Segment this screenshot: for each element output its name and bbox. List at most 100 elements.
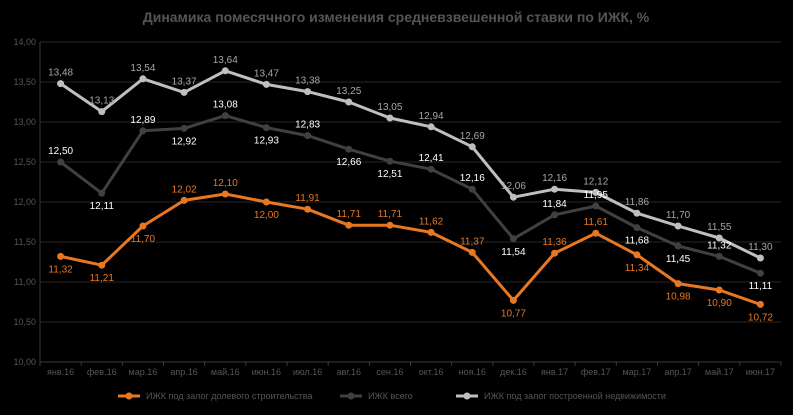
y-tick-label: 14,00	[13, 37, 36, 47]
data-point	[262, 124, 270, 132]
data-label: 13,38	[295, 76, 320, 87]
x-tick-label: мар.17	[623, 367, 652, 377]
data-label: 11,37	[460, 236, 485, 247]
data-label: 12,89	[130, 115, 155, 126]
x-axis: янв.16 фев.16 мар.16 апр.16 май.16 июн.16 июл.…	[39, 361, 782, 377]
data-label: 12,41	[419, 153, 444, 164]
data-label: 12,94	[419, 111, 444, 122]
data-label: 13,47	[254, 68, 279, 79]
series-line	[60, 192, 761, 306]
data-label: 11,54	[501, 247, 526, 258]
legend-label: ИЖК всего	[368, 391, 413, 401]
data-label: 11,32	[707, 240, 732, 251]
x-tick-label: янв.17	[541, 367, 568, 377]
x-tick-label: янв.16	[47, 367, 74, 377]
data-label: 12,02	[172, 184, 197, 195]
data-point	[98, 108, 106, 116]
data-label: 11,95	[584, 190, 609, 201]
data-label: 11,45	[666, 254, 691, 265]
data-point	[386, 157, 394, 165]
y-tick-label: 10,00	[13, 357, 36, 367]
data-label: 11,86	[625, 197, 650, 208]
data-label: 10,77	[501, 308, 526, 319]
series-line	[59, 69, 762, 260]
legend-marker	[125, 392, 133, 400]
data-label: 12,16	[542, 173, 567, 184]
x-tick-label: июн.17	[746, 367, 775, 377]
legend-label: ИЖК под залог долевого строительства	[146, 391, 312, 401]
data-point	[180, 196, 188, 204]
data-point	[98, 261, 106, 269]
data-point	[427, 165, 435, 173]
data-label: 11,70	[131, 234, 156, 245]
data-point	[633, 209, 641, 217]
y-axis: 10,00 10,50 11,00 11,50 12,00 12,50 13,00 13,50…	[13, 37, 41, 367]
data-point	[139, 222, 147, 230]
y-tick-label: 10,50	[13, 317, 36, 327]
x-tick-label: ноя.16	[459, 367, 486, 377]
data-label: 10,72	[748, 312, 773, 323]
data-point	[386, 114, 394, 122]
data-label: 13,54	[130, 63, 155, 74]
data-point	[674, 222, 682, 230]
y-tick-label: 12,50	[13, 157, 36, 167]
x-tick-label: май.16	[211, 367, 240, 377]
data-point	[468, 185, 476, 193]
data-label: 11,68	[625, 236, 650, 247]
data-point	[756, 269, 764, 277]
x-tick-label: июл.16	[293, 367, 322, 377]
data-label: 11,34	[625, 263, 650, 274]
data-label: 11,71	[378, 209, 403, 220]
data-point	[386, 221, 394, 229]
data-point	[468, 143, 476, 151]
data-label: 11,71	[337, 209, 362, 220]
data-point	[756, 254, 764, 262]
data-label: 12,69	[460, 131, 485, 142]
data-label: 13,64	[213, 55, 238, 66]
data-point	[221, 112, 229, 120]
x-tick-label: май.17	[705, 367, 734, 377]
data-label: 13,25	[336, 86, 361, 97]
data-point	[139, 127, 147, 135]
data-label: 11,55	[707, 222, 732, 233]
data-label: 10,98	[666, 292, 691, 303]
data-label: 11,70	[666, 210, 691, 221]
legend-marker	[463, 392, 471, 400]
x-tick-label: фев.17	[581, 367, 611, 377]
data-point	[551, 185, 559, 193]
y-tick-label: 13,00	[13, 117, 36, 127]
x-tick-label: дек.16	[500, 367, 527, 377]
data-label: 13,13	[89, 96, 114, 107]
data-label: 13,48	[48, 68, 73, 79]
data-label: 13,05	[377, 102, 402, 113]
legend: ИЖК под залог долевого строительства ИЖК …	[118, 391, 666, 401]
data-label: 12,66	[336, 157, 361, 168]
y-tick-label: 13,50	[13, 77, 36, 87]
data-point	[633, 224, 641, 232]
data-point	[509, 296, 517, 304]
data-point	[674, 280, 682, 288]
data-label: 13,08	[213, 100, 238, 111]
data-label: 12,83	[295, 120, 320, 131]
data-point	[592, 229, 600, 237]
data-point	[345, 98, 353, 106]
data-label: 12,51	[377, 169, 402, 180]
data-point	[262, 198, 270, 206]
x-tick-label: сен.16	[376, 367, 403, 377]
data-point	[715, 286, 723, 294]
y-tick-label: 11,00	[14, 277, 36, 287]
data-point	[592, 202, 600, 210]
data-point	[345, 221, 353, 229]
data-point	[57, 252, 65, 260]
data-label: 11,30	[748, 242, 773, 253]
data-label: 12,92	[172, 136, 197, 147]
data-point	[427, 123, 435, 131]
data-label: 11,11	[749, 281, 773, 292]
data-labels: 11,32 11,21 11,70 12,02 12,10 12,00 11,91 11,71…	[48, 55, 773, 324]
data-point	[345, 145, 353, 153]
data-point	[221, 190, 229, 198]
data-point	[139, 75, 147, 83]
data-label: 12,10	[213, 178, 238, 189]
x-tick-label: мар.16	[129, 367, 158, 377]
